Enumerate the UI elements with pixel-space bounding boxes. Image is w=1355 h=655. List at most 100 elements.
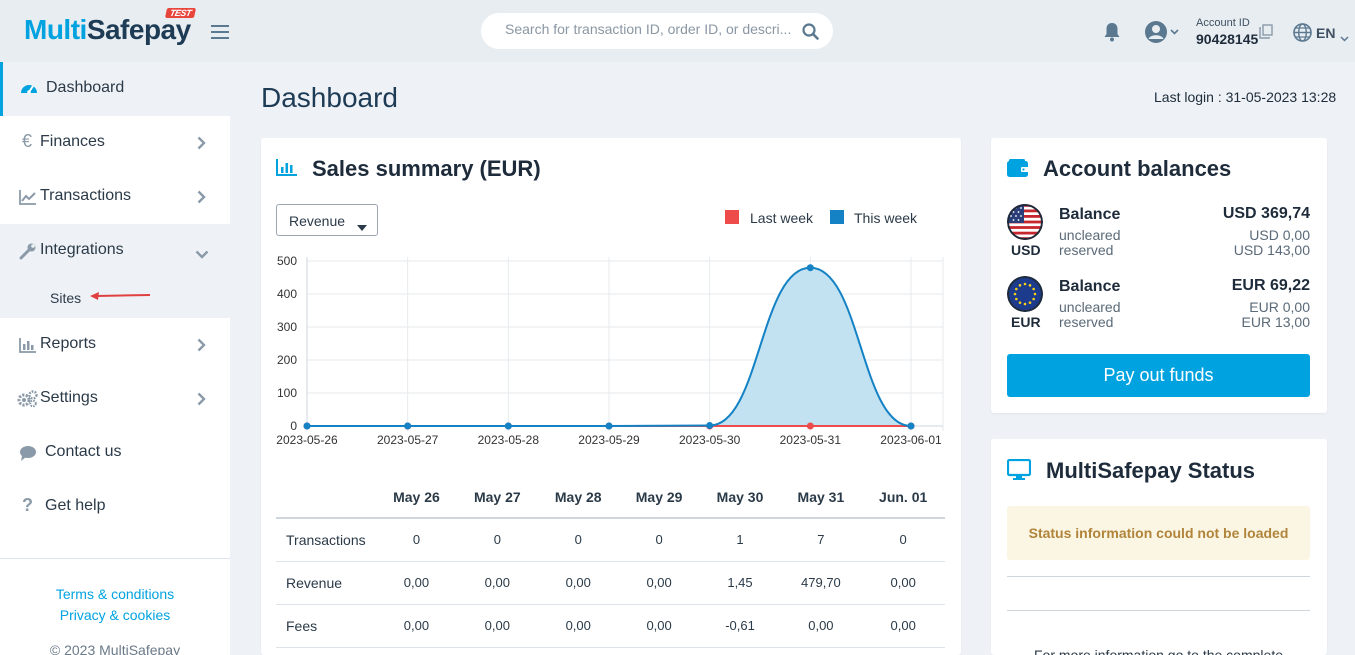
table-cell: 0,00 — [861, 561, 945, 605]
bar-chart-icon — [276, 158, 298, 181]
legend-last-week[interactable]: Last week — [750, 210, 814, 226]
chevron-down-icon[interactable] — [1340, 29, 1349, 47]
search-input[interactable] — [505, 21, 795, 37]
table-cell: 0,00 — [537, 604, 619, 648]
this-week-point — [303, 422, 311, 430]
table-column-header: May 29 — [618, 476, 700, 519]
chevron-down-icon — [195, 246, 209, 264]
sidebar-item-reports[interactable]: Reports — [0, 318, 230, 372]
currency-code: USD — [1011, 242, 1041, 258]
sidebar-item-finances[interactable]: € Finances — [0, 116, 230, 170]
balance-value: USD 369,74 — [1222, 205, 1310, 222]
sidebar-item-label: Get help — [45, 497, 106, 514]
language-selector[interactable]: EN — [1316, 25, 1336, 41]
monitor-icon — [1006, 458, 1032, 486]
sidebar-item-settings[interactable]: Settings — [0, 372, 230, 426]
user-account-icon[interactable] — [1144, 20, 1182, 49]
search-icon[interactable] — [802, 23, 819, 45]
chat-bubble-icon — [19, 444, 37, 462]
x-tick-label: 2023-05-28 — [478, 433, 540, 447]
table-column-header: May 31 — [780, 476, 862, 519]
sidebar-subitem-sites[interactable]: Sites — [50, 290, 82, 306]
pay-out-funds-button[interactable]: Pay out funds — [1007, 354, 1310, 397]
status-title: MultiSafepay Status — [1046, 458, 1256, 483]
table-cell: 0 — [618, 518, 700, 562]
metric-select[interactable]: Revenue — [276, 204, 378, 236]
this-week-point — [504, 422, 512, 430]
table-cell: 0,00 — [456, 561, 538, 605]
table-row: Transactions 0 0 0 0 1 7 0 — [276, 518, 945, 562]
table-cell: 0,00 — [376, 604, 457, 648]
reserved-label: reserved — [1059, 242, 1114, 258]
metric-select-value: Revenue — [289, 213, 346, 229]
multisafepay-logo[interactable]: MultiSafepay TEST — [24, 8, 197, 46]
gears-icon — [17, 390, 38, 408]
page-title: Dashboard — [261, 82, 398, 113]
sidebar-divider — [0, 558, 230, 559]
table-cell: 479,70 — [780, 561, 862, 605]
row-label: Transactions — [276, 518, 376, 562]
reserved-value: USD 143,00 — [1233, 242, 1310, 258]
legend-this-week[interactable]: This week — [854, 210, 918, 226]
status-more-info: For more information go to the complete — [1033, 647, 1283, 655]
this-week-point — [404, 422, 412, 430]
us-flag-icon — [1007, 204, 1043, 240]
sidebar-item-contact-us[interactable]: Contact us — [0, 426, 230, 480]
wrench-icon — [19, 242, 37, 260]
bar-chart-icon — [19, 336, 37, 354]
sidebar-item-get-help[interactable]: ? Get help — [0, 480, 230, 534]
sidebar-item-label: Dashboard — [46, 79, 125, 96]
table-cell: 0 — [861, 518, 945, 562]
sidebar-item-integrations[interactable]: Integrations — [0, 224, 230, 318]
uncleared-value: USD 0,00 — [1249, 227, 1310, 243]
this-week-line — [307, 266, 912, 427]
sidebar-item-dashboard[interactable]: Dashboard — [0, 62, 230, 116]
top-bar: MultiSafepay TEST Account ID 90428145 EN — [0, 0, 1355, 62]
y-tick-label: 500 — [277, 254, 297, 268]
reserved-label: reserved — [1059, 314, 1114, 330]
status-alert: Status information could not be loaded — [1007, 506, 1310, 560]
speedometer-icon — [20, 80, 38, 98]
annotation-arrow-icon — [90, 288, 152, 306]
balance-value: EUR 69,22 — [1231, 277, 1310, 294]
table-row: Revenue 0,00 0,00 0,00 0,00 1,45 479,70 0,00 — [276, 561, 945, 605]
terms-link[interactable]: Terms & conditions — [55, 586, 175, 602]
row-label: Fees — [276, 604, 376, 648]
chevron-right-icon — [197, 136, 206, 155]
table-cell: 0,00 — [618, 561, 700, 605]
x-tick-label: 2023-05-29 — [578, 433, 640, 447]
x-tick-label: 2023-05-31 — [780, 433, 842, 447]
table-cell: 1 — [699, 518, 781, 562]
divider — [1007, 610, 1310, 611]
table-cell: 1,45 — [699, 561, 781, 605]
sidebar-item-transactions[interactable]: Transactions — [0, 170, 230, 224]
table-cell: 0 — [537, 518, 619, 562]
chevron-right-icon — [197, 392, 206, 411]
balance-row-usd: USD Balance uncleared reserved USD 369,7… — [1007, 204, 1310, 264]
this-week-point — [907, 422, 915, 430]
table-cell: 0,00 — [780, 604, 862, 648]
table-cell: 0,00 — [537, 561, 619, 605]
currency-code: EUR — [1011, 314, 1041, 330]
this-week-point — [806, 264, 814, 272]
privacy-link[interactable]: Privacy & cookies — [59, 607, 171, 623]
balance-label: Balance — [1059, 206, 1121, 223]
sidebar-item-label: Contact us — [45, 443, 122, 460]
search-bar — [481, 13, 833, 49]
notifications-bell-icon[interactable] — [1103, 22, 1121, 47]
account-id-label: Account ID — [1196, 17, 1250, 29]
balance-label: Balance — [1059, 278, 1121, 295]
sidebar-item-label: Transactions — [40, 187, 131, 204]
table-cell: 0 — [376, 518, 457, 562]
balance-row-eur: EUR Balance uncleared reserved EUR 69,22… — [1007, 276, 1310, 336]
last-week-point — [806, 422, 814, 430]
menu-toggle-icon[interactable] — [211, 25, 229, 39]
sales-summary-card: Sales summary (EUR) Revenue Last week Th… — [261, 138, 961, 655]
copy-icon[interactable] — [1259, 24, 1273, 44]
table-cell: 0,00 — [861, 604, 945, 648]
y-tick-label: 0 — [290, 419, 297, 433]
this-week-point — [706, 422, 714, 430]
wallet-icon — [1007, 159, 1029, 183]
sidebar: Dashboard € Finances Transactions Integr… — [0, 62, 230, 655]
globe-icon[interactable] — [1293, 23, 1312, 47]
